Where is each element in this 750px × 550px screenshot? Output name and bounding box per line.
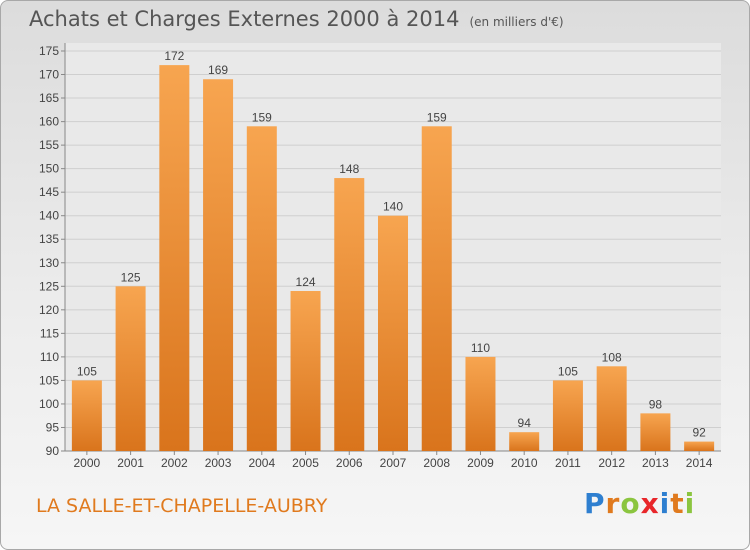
bar-value-label: 94 [518,416,532,430]
x-tick-label: 2000 [74,456,101,470]
y-tick-label: 150 [39,162,59,176]
x-tick-label: 2006 [336,456,363,470]
x-tick-label: 2001 [117,456,144,470]
brand-letter: i [684,487,696,520]
brand-letter: o [620,487,641,520]
brand-letter: x [640,487,660,520]
chart-title: Achats et Charges Externes 2000 à 2014 (e… [29,7,564,31]
y-tick-label: 165 [39,91,59,105]
x-tick-label: 2002 [161,456,188,470]
bar-value-label: 105 [77,364,97,378]
bar [159,65,190,451]
brand-logo: Proxiti [584,487,695,520]
y-tick-label: 155 [39,138,59,152]
bar-value-label: 105 [558,364,578,378]
bar [71,380,102,451]
chart-unit: (en milliers d'€) [469,15,564,29]
bar-value-label: 148 [339,162,359,176]
y-tick-label: 115 [40,326,59,340]
y-tick-label: 140 [39,209,59,223]
bar [421,126,452,451]
y-tick-label: 100 [39,397,59,411]
y-tick-label: 145 [39,185,59,199]
bar-value-label: 172 [164,49,184,63]
brand-letter: P [584,487,606,520]
x-tick-label: 2009 [467,456,494,470]
y-tick-label: 120 [39,303,59,317]
bar-value-label: 159 [252,110,272,124]
bar [290,291,321,451]
bar [465,356,496,451]
bar [684,441,715,451]
x-tick-label: 2003 [205,456,232,470]
brand-letter: i [659,487,671,520]
x-tick-label: 2010 [511,456,538,470]
brand-letter: t [670,487,685,520]
bar-value-label: 125 [121,270,141,284]
bar-value-label: 159 [427,110,447,124]
y-tick-label: 170 [39,68,59,82]
x-tick-label: 2004 [248,456,275,470]
y-tick-label: 125 [39,279,59,293]
y-tick-label: 135 [39,232,59,246]
y-tick-label: 110 [40,350,59,364]
chart-title-text: Achats et Charges Externes 2000 à 2014 [29,7,460,31]
bar-value-label: 108 [602,350,622,364]
bar-value-label: 110 [471,341,490,355]
bar [509,432,540,451]
bar [246,126,277,451]
bar [596,366,627,451]
x-tick-label: 2005 [292,456,319,470]
y-tick-label: 160 [39,115,59,129]
bar-value-label: 169 [208,63,228,77]
bar-value-label: 140 [383,200,403,214]
bar-value-label: 92 [692,426,706,440]
y-tick-label: 95 [46,420,60,434]
bar-value-label: 98 [649,397,663,411]
bar-value-label: 124 [296,275,316,289]
x-tick-label: 2008 [423,456,450,470]
bar [115,286,146,451]
bar [334,178,365,451]
x-tick-label: 2013 [642,456,669,470]
bar [203,79,234,451]
bar [378,215,408,451]
x-tick-label: 2012 [598,456,625,470]
x-tick-label: 2014 [686,456,713,470]
x-tick-label: 2011 [555,456,581,470]
y-tick-label: 90 [46,444,60,458]
bar [640,413,671,451]
bar [552,380,583,451]
y-tick-label: 130 [39,256,59,270]
brand-letter: r [605,487,621,520]
location-name: LA SALLE-ET-CHAPELLE-AUBRY [36,495,328,517]
y-tick-label: 175 [39,44,59,58]
x-tick-label: 2007 [380,456,407,470]
y-tick-label: 105 [39,373,59,387]
